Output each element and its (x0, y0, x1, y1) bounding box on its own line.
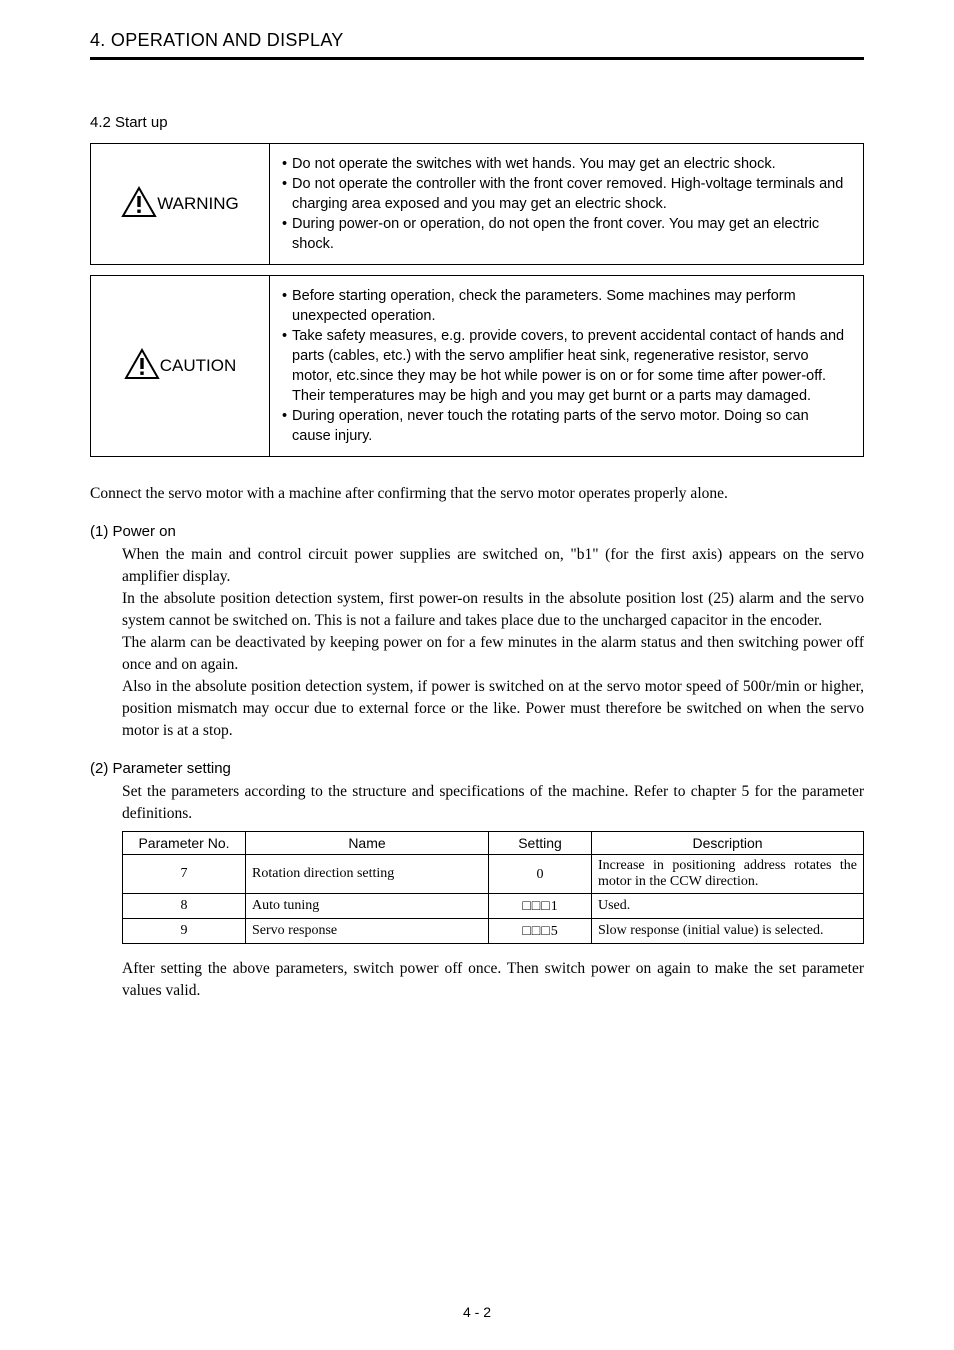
warning-triangle-icon (121, 186, 157, 223)
warning-label-cell: WARNING (91, 144, 270, 265)
warning-bullet: • Do not operate the switches with wet h… (282, 154, 851, 174)
cell-setting: □□□5 (489, 919, 592, 944)
sub1-paragraph: The alarm can be deactivated by keeping … (122, 632, 864, 676)
bullet-dot-icon: • (282, 214, 292, 254)
cell-name: Auto tuning (246, 894, 489, 919)
caution-bullet-text: Take safety measures, e.g. provide cover… (292, 326, 851, 406)
bullet-dot-icon: • (282, 406, 292, 446)
intro-paragraph: Connect the servo motor with a machine a… (90, 483, 864, 505)
sub1-heading: (1) Power on (90, 523, 864, 540)
table-row: 7 Rotation direction setting 0 Increase … (123, 855, 864, 894)
caution-row: CAUTION • Before starting operation, che… (91, 276, 864, 457)
caution-label-cell: CAUTION (91, 276, 270, 457)
warning-bullet-text: Do not operate the controller with the f… (292, 174, 851, 214)
caution-bullet: • During operation, never touch the rota… (282, 406, 851, 446)
bullet-dot-icon: • (282, 286, 292, 326)
table-header-row: Parameter No. Name Setting Description (123, 832, 864, 855)
table-row: 8 Auto tuning □□□1 Used. (123, 894, 864, 919)
warning-row: WARNING • Do not operate the switches wi… (91, 144, 864, 265)
spacer (90, 467, 864, 483)
th-setting: Setting (489, 832, 592, 855)
caution-box: CAUTION • Before starting operation, che… (90, 275, 864, 457)
cell-no: 7 (123, 855, 246, 894)
warning-bullet-text: Do not operate the switches with wet han… (292, 154, 851, 174)
sub1-paragraph: Also in the absolute position detection … (122, 676, 864, 742)
setting-value: 0 (537, 867, 544, 882)
bullet-dot-icon: • (282, 174, 292, 214)
caution-bullet: • Before starting operation, check the p… (282, 286, 851, 326)
warning-box: WARNING • Do not operate the switches wi… (90, 143, 864, 265)
setting-value: 5 (551, 924, 558, 939)
sub2-outro: After setting the above parameters, swit… (122, 958, 864, 1002)
warning-label-text: WARNING (157, 193, 239, 212)
cell-setting: □□□1 (489, 894, 592, 919)
sub2-body: Set the parameters according to the stru… (122, 781, 864, 1002)
sub1-paragraph: In the absolute position detection syste… (122, 588, 864, 632)
bullet-dot-icon: • (282, 326, 292, 406)
setting-prefix: □□□ (522, 922, 550, 938)
setting-prefix: □□□ (522, 897, 550, 913)
section-heading: 4.2 Start up (90, 114, 864, 131)
warning-bullet: • Do not operate the controller with the… (282, 174, 851, 214)
sub1-paragraph: When the main and control circuit power … (122, 544, 864, 588)
cell-name: Rotation direction setting (246, 855, 489, 894)
caution-bullets-cell: • Before starting operation, check the p… (270, 276, 864, 457)
th-name: Name (246, 832, 489, 855)
caution-bullet-text: Before starting operation, check the par… (292, 286, 851, 326)
th-description: Description (592, 832, 864, 855)
cell-setting: 0 (489, 855, 592, 894)
cell-name: Servo response (246, 919, 489, 944)
th-parameter-no: Parameter No. (123, 832, 246, 855)
caution-bullet-text: During operation, never touch the rotati… (292, 406, 851, 446)
cell-desc: Slow response (initial value) is selecte… (592, 919, 864, 944)
caution-label-text: CAUTION (160, 355, 237, 374)
sub1-body: When the main and control circuit power … (122, 544, 864, 742)
caution-bullet: • Take safety measures, e.g. provide cov… (282, 326, 851, 406)
cell-no: 8 (123, 894, 246, 919)
warning-bullets-cell: • Do not operate the switches with wet h… (270, 144, 864, 265)
caution-triangle-icon (124, 348, 160, 385)
page-number: 4 - 2 (0, 1304, 954, 1320)
setting-value: 1 (551, 899, 558, 914)
cell-desc: Used. (592, 894, 864, 919)
warning-bullet-text: During power-on or operation, do not ope… (292, 214, 851, 254)
cell-desc: Increase in positioning address rotates … (592, 855, 864, 894)
bullet-dot-icon: • (282, 154, 292, 174)
parameter-table: Parameter No. Name Setting Description 7… (122, 831, 864, 944)
page-container: 4. OPERATION AND DISPLAY 4.2 Start up WA… (0, 0, 954, 1350)
sub2-heading: (2) Parameter setting (90, 760, 864, 777)
page-title: 4. OPERATION AND DISPLAY (90, 30, 864, 60)
sub2-intro: Set the parameters according to the stru… (122, 781, 864, 825)
warning-bullet: • During power-on or operation, do not o… (282, 214, 851, 254)
table-row: 9 Servo response □□□5 Slow response (ini… (123, 919, 864, 944)
cell-no: 9 (123, 919, 246, 944)
